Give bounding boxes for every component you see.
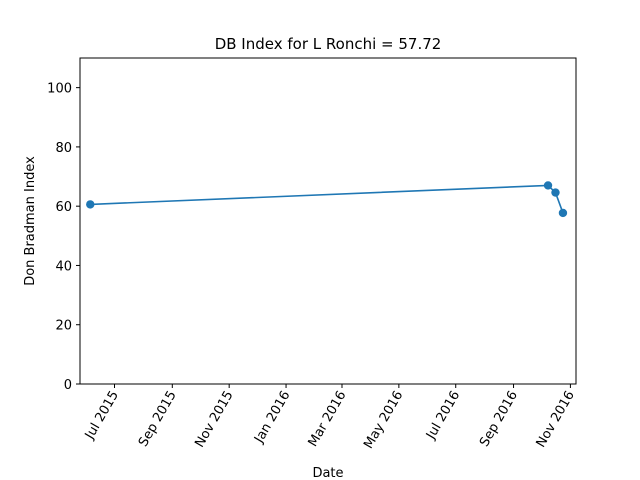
y-tick-label: 20 [55,319,72,334]
data-point [558,208,568,218]
y-tick-label: 80 [55,141,72,156]
y-axis-label: Don Bradman Index [23,156,38,286]
data-point [86,200,95,209]
y-tick-label: 100 [47,82,72,97]
x-axis-label: Date [312,466,343,480]
data-point [543,181,553,190]
y-tick-label: 40 [55,259,72,274]
axes-frame [79,57,577,385]
chart-title: DB Index for L Ronchi = 57.72 [215,35,442,53]
y-tick-label: 0 [64,378,72,393]
series-line [90,184,564,214]
data-point [551,188,560,197]
y-tick-label: 60 [55,200,72,215]
